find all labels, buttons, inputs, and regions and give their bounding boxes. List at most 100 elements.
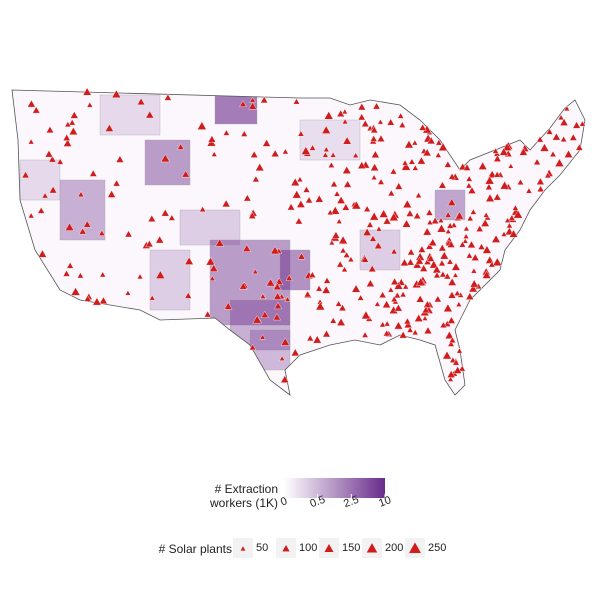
- solar-plant: [545, 128, 554, 135]
- solar-plant: [412, 260, 422, 269]
- solar-plant: [372, 102, 381, 110]
- solar-plant: [323, 110, 334, 120]
- solar-plant: [557, 114, 565, 121]
- solar-plant: [482, 245, 492, 254]
- solar-plant: [438, 142, 448, 151]
- solar-plant: [572, 121, 581, 129]
- solar-plant: [453, 365, 463, 374]
- solar-plant: [62, 133, 71, 141]
- colorbar-tick-label: 0: [279, 495, 289, 508]
- solar-plant: [369, 234, 377, 242]
- solar-plant: [544, 172, 552, 179]
- solar-plant: [375, 225, 383, 232]
- solar-plant: [499, 180, 510, 190]
- solar-plant: [343, 180, 352, 188]
- solar-plant: [438, 181, 447, 189]
- solar-plant: [448, 172, 456, 180]
- solar-plant: [296, 176, 304, 182]
- solar-plant: [402, 199, 412, 208]
- solar-plant: [329, 317, 337, 324]
- solar-plant: [425, 242, 434, 250]
- solar-plant: [483, 211, 490, 218]
- solar-plant: [301, 146, 311, 155]
- solar-plant: [379, 321, 387, 328]
- solar-plant: [284, 296, 291, 302]
- solar-plant: [209, 263, 219, 272]
- solar-plant: [259, 293, 267, 299]
- legend-triangle: [281, 544, 291, 552]
- solar-plant: [45, 125, 55, 134]
- solar-plant: [27, 138, 35, 145]
- solar-plant: [416, 277, 426, 286]
- solar-plant: [387, 286, 395, 293]
- solar-plant: [425, 208, 434, 216]
- solar-plant: [155, 235, 165, 244]
- solar-plant: [458, 365, 466, 372]
- solar-legend-title: # Solar plants: [158, 542, 232, 556]
- solar-plant: [77, 191, 85, 198]
- solar-plant: [357, 102, 366, 111]
- solar-plant: [327, 161, 335, 168]
- solar-plant: [279, 355, 286, 361]
- solar-plant: [366, 221, 374, 228]
- legend-label: 100: [299, 542, 317, 554]
- solar-plant: [579, 120, 586, 127]
- solar-plant: [394, 182, 403, 190]
- solar-plant: [446, 222, 454, 229]
- solar-plant: [370, 163, 380, 171]
- solar-plant: [145, 239, 154, 248]
- solar-plant: [70, 111, 79, 119]
- solar-plant: [502, 142, 512, 151]
- solar-plant: [363, 205, 371, 212]
- solar-plant: [326, 209, 334, 216]
- legend-triangle: [366, 542, 378, 553]
- legend-triangle: [408, 541, 422, 554]
- solar-plant: [328, 239, 335, 246]
- solar-plant: [452, 272, 459, 278]
- solar-plant: [136, 273, 144, 280]
- solar-plant: [37, 249, 47, 258]
- solar-plant: [394, 303, 403, 312]
- solar-plant: [462, 233, 470, 239]
- solar-plant: [433, 271, 441, 279]
- solar-plant: [290, 348, 300, 357]
- solar-plant: [352, 152, 359, 158]
- legend-label: 250: [428, 542, 446, 554]
- solar-plant: [342, 165, 352, 174]
- solar-plant: [446, 370, 456, 378]
- solar-plant: [447, 340, 455, 347]
- solar-plant: [64, 222, 75, 231]
- solar-plant: [83, 220, 92, 228]
- solar-plant: [341, 266, 348, 273]
- solar-plant: [422, 227, 432, 236]
- solar-plant: [296, 199, 306, 208]
- solar-plant: [370, 174, 378, 180]
- solar-plant: [419, 264, 428, 272]
- solar-plant: [351, 284, 361, 293]
- solar-plant: [374, 300, 381, 307]
- solar-plant: [469, 279, 479, 288]
- solar-plant: [27, 99, 36, 108]
- solar-plant: [32, 106, 41, 114]
- solar-plant: [371, 150, 380, 158]
- solar-plant: [149, 294, 156, 301]
- solar-plant: [41, 192, 49, 199]
- solar-plant: [341, 203, 350, 211]
- solar-plant: [431, 216, 440, 225]
- solar-plant: [184, 291, 192, 299]
- solar-plant: [338, 303, 347, 311]
- solar-plant: [536, 185, 545, 192]
- solar-plant: [434, 151, 442, 158]
- solar-plant: [414, 313, 424, 322]
- solar-plant: [378, 291, 387, 298]
- solar-plant: [250, 150, 259, 158]
- solar-plant: [99, 296, 108, 305]
- solar-plant: [465, 182, 473, 189]
- solar-plant: [516, 178, 525, 186]
- solar-plant: [426, 219, 434, 225]
- solar-plant: [415, 256, 424, 265]
- solar-plant: [164, 93, 172, 101]
- solar-plant: [492, 147, 499, 154]
